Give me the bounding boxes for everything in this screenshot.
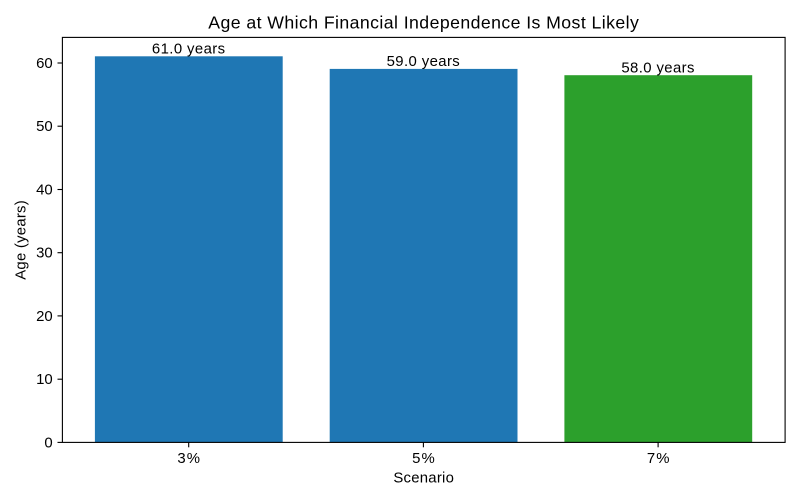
svg-text:3%: 3%: [177, 451, 201, 467]
svg-text:20: 20: [36, 309, 53, 325]
svg-text:59.0 years: 59.0 years: [387, 54, 461, 70]
svg-text:60: 60: [36, 56, 53, 72]
svg-text:30: 30: [36, 246, 53, 262]
svg-text:10: 10: [36, 372, 53, 388]
svg-text:Scenario: Scenario: [393, 470, 454, 486]
svg-text:58.0 years: 58.0 years: [621, 60, 695, 76]
svg-text:0: 0: [44, 435, 52, 451]
svg-text:Age (years): Age (years): [13, 200, 29, 280]
svg-text:Age at Which Financial Indepen: Age at Which Financial Independence Is M…: [208, 12, 639, 32]
svg-text:5%: 5%: [412, 451, 436, 467]
svg-text:50: 50: [36, 119, 53, 135]
svg-text:7%: 7%: [647, 451, 671, 467]
svg-text:40: 40: [36, 183, 53, 199]
svg-text:61.0 years: 61.0 years: [152, 42, 226, 58]
